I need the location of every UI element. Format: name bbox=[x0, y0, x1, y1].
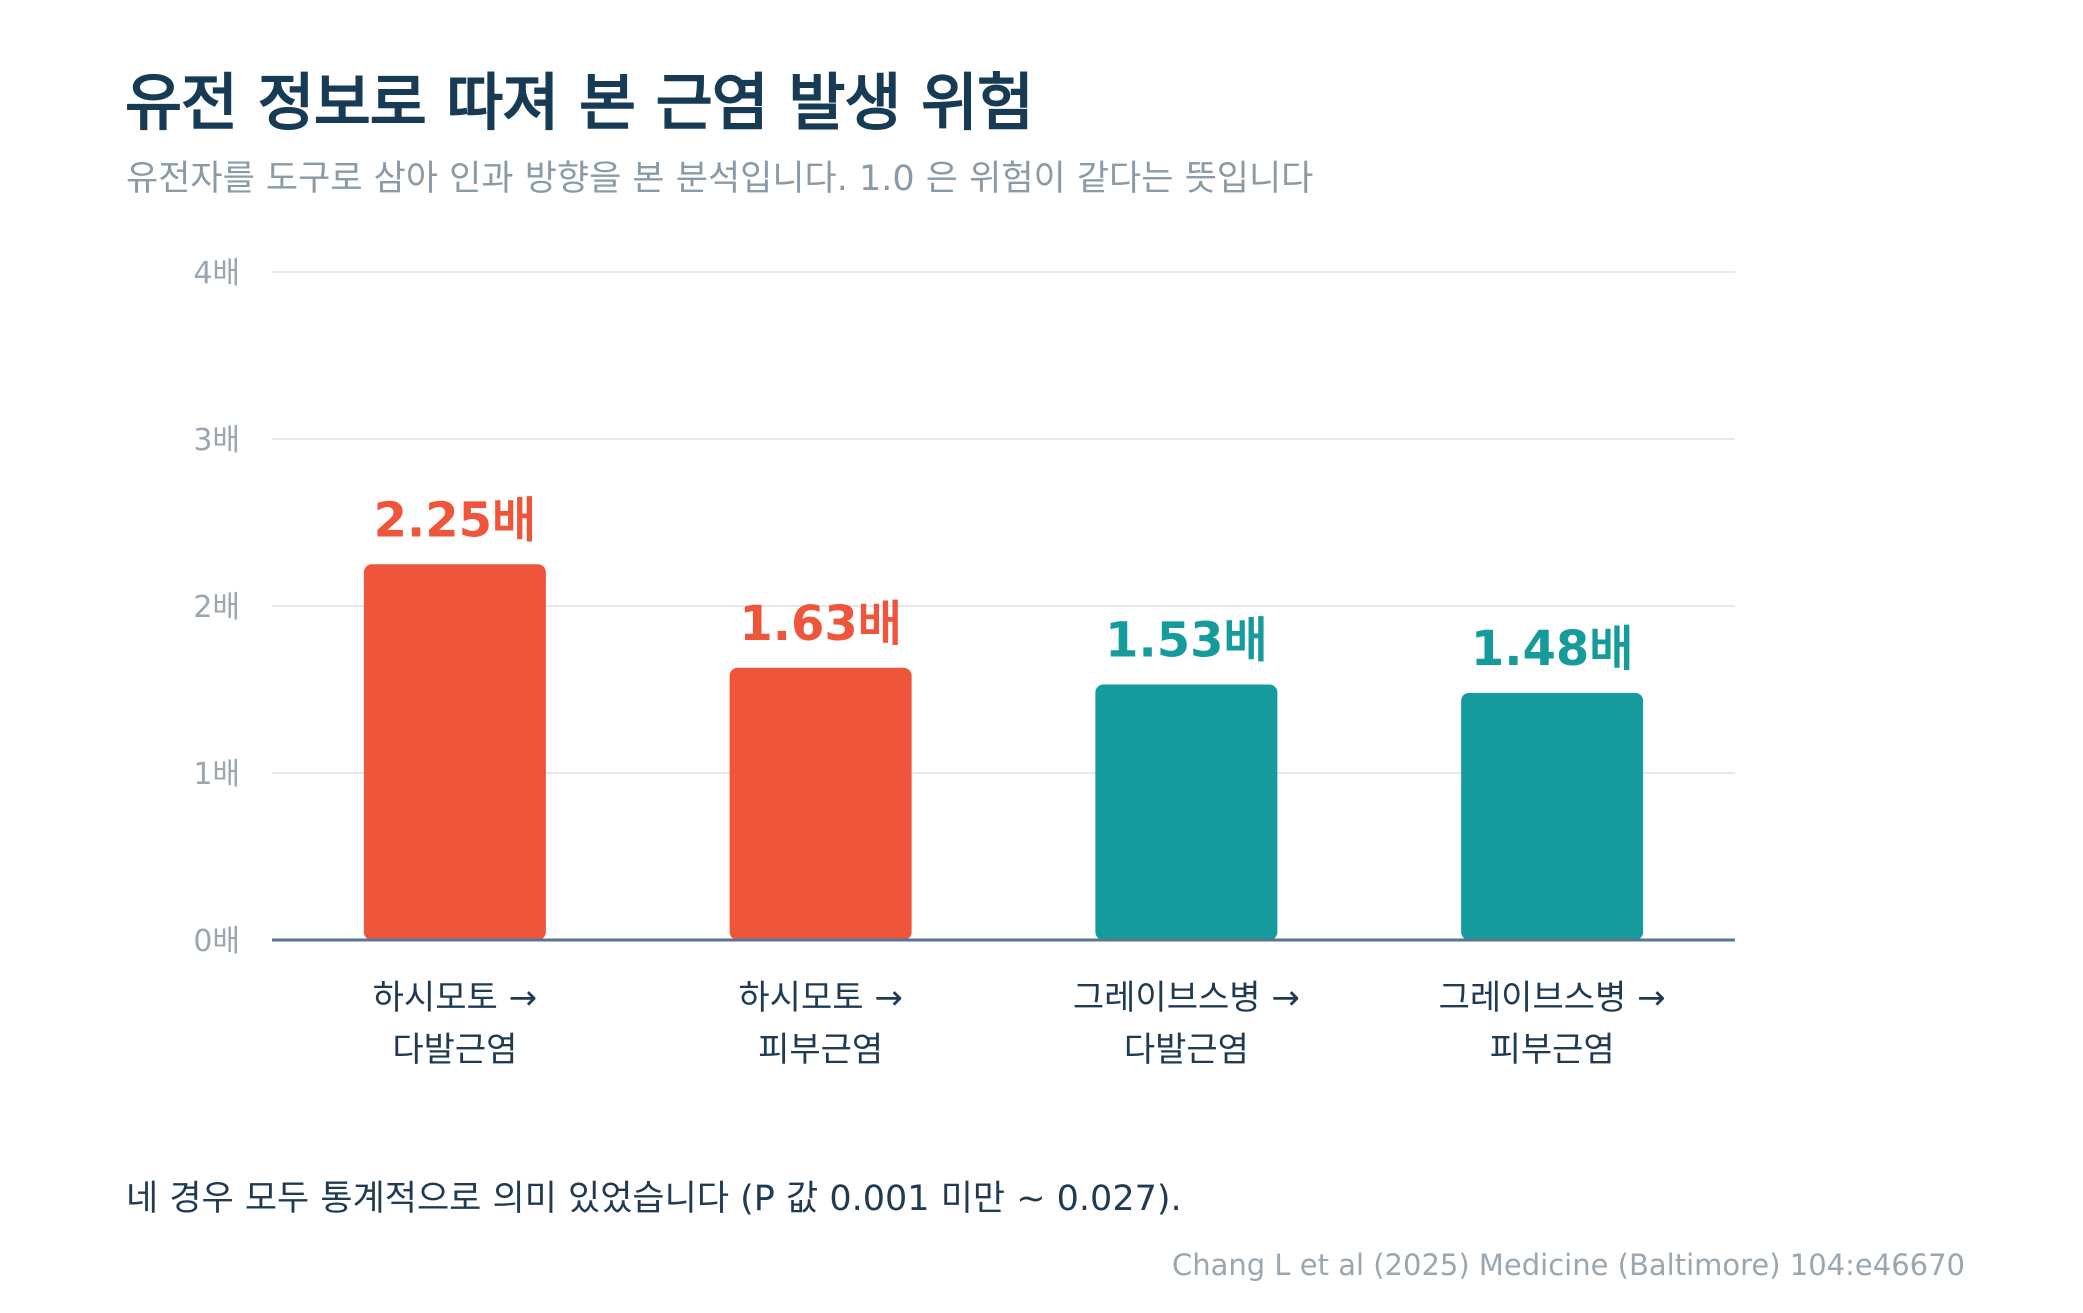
footnote: 네 경우 모두 통계적으로 의미 있었습니다 (P 값 0.001 미만 ~ 0… bbox=[126, 1179, 1182, 1219]
bar bbox=[729, 667, 912, 940]
data-label: 1.53배 bbox=[1105, 612, 1268, 668]
y-tick-label: 1배 bbox=[193, 757, 240, 792]
x-tick-label: 다발근염 bbox=[1124, 1030, 1249, 1070]
bar bbox=[1095, 684, 1278, 940]
y-tick-label: 4배 bbox=[193, 256, 240, 291]
x-tick-label: 하시모토 → bbox=[373, 978, 537, 1018]
y-tick-label: 3배 bbox=[193, 423, 240, 458]
x-tick-label: 피부근염 bbox=[758, 1030, 883, 1070]
y-tick-label: 2배 bbox=[193, 590, 240, 625]
source-citation: Chang L et al (2025) Medicine (Baltimore… bbox=[1171, 1248, 1965, 1282]
x-tick-label: 피부근염 bbox=[1490, 1030, 1615, 1070]
data-label: 1.63배 bbox=[739, 596, 902, 652]
x-tick-label: 하시모토 → bbox=[738, 978, 902, 1018]
chart-title: 유전 정보로 따져 본 근염 발생 위험 bbox=[125, 66, 1034, 139]
y-tick-label: 0배 bbox=[193, 924, 240, 959]
x-tick-label: 그레이브스병 → bbox=[1073, 978, 1300, 1018]
x-tick-label: 그레이브스병 → bbox=[1439, 978, 1666, 1018]
data-label: 1.48배 bbox=[1471, 621, 1634, 677]
bar bbox=[363, 564, 546, 940]
bar bbox=[1461, 692, 1644, 940]
x-tick-label: 다발근염 bbox=[392, 1030, 517, 1070]
chart-subtitle: 유전자를 도구로 삼아 인과 방향을 본 분석입니다. 1.0 은 위험이 같다… bbox=[126, 159, 1314, 199]
data-label: 2.25배 bbox=[374, 492, 537, 548]
